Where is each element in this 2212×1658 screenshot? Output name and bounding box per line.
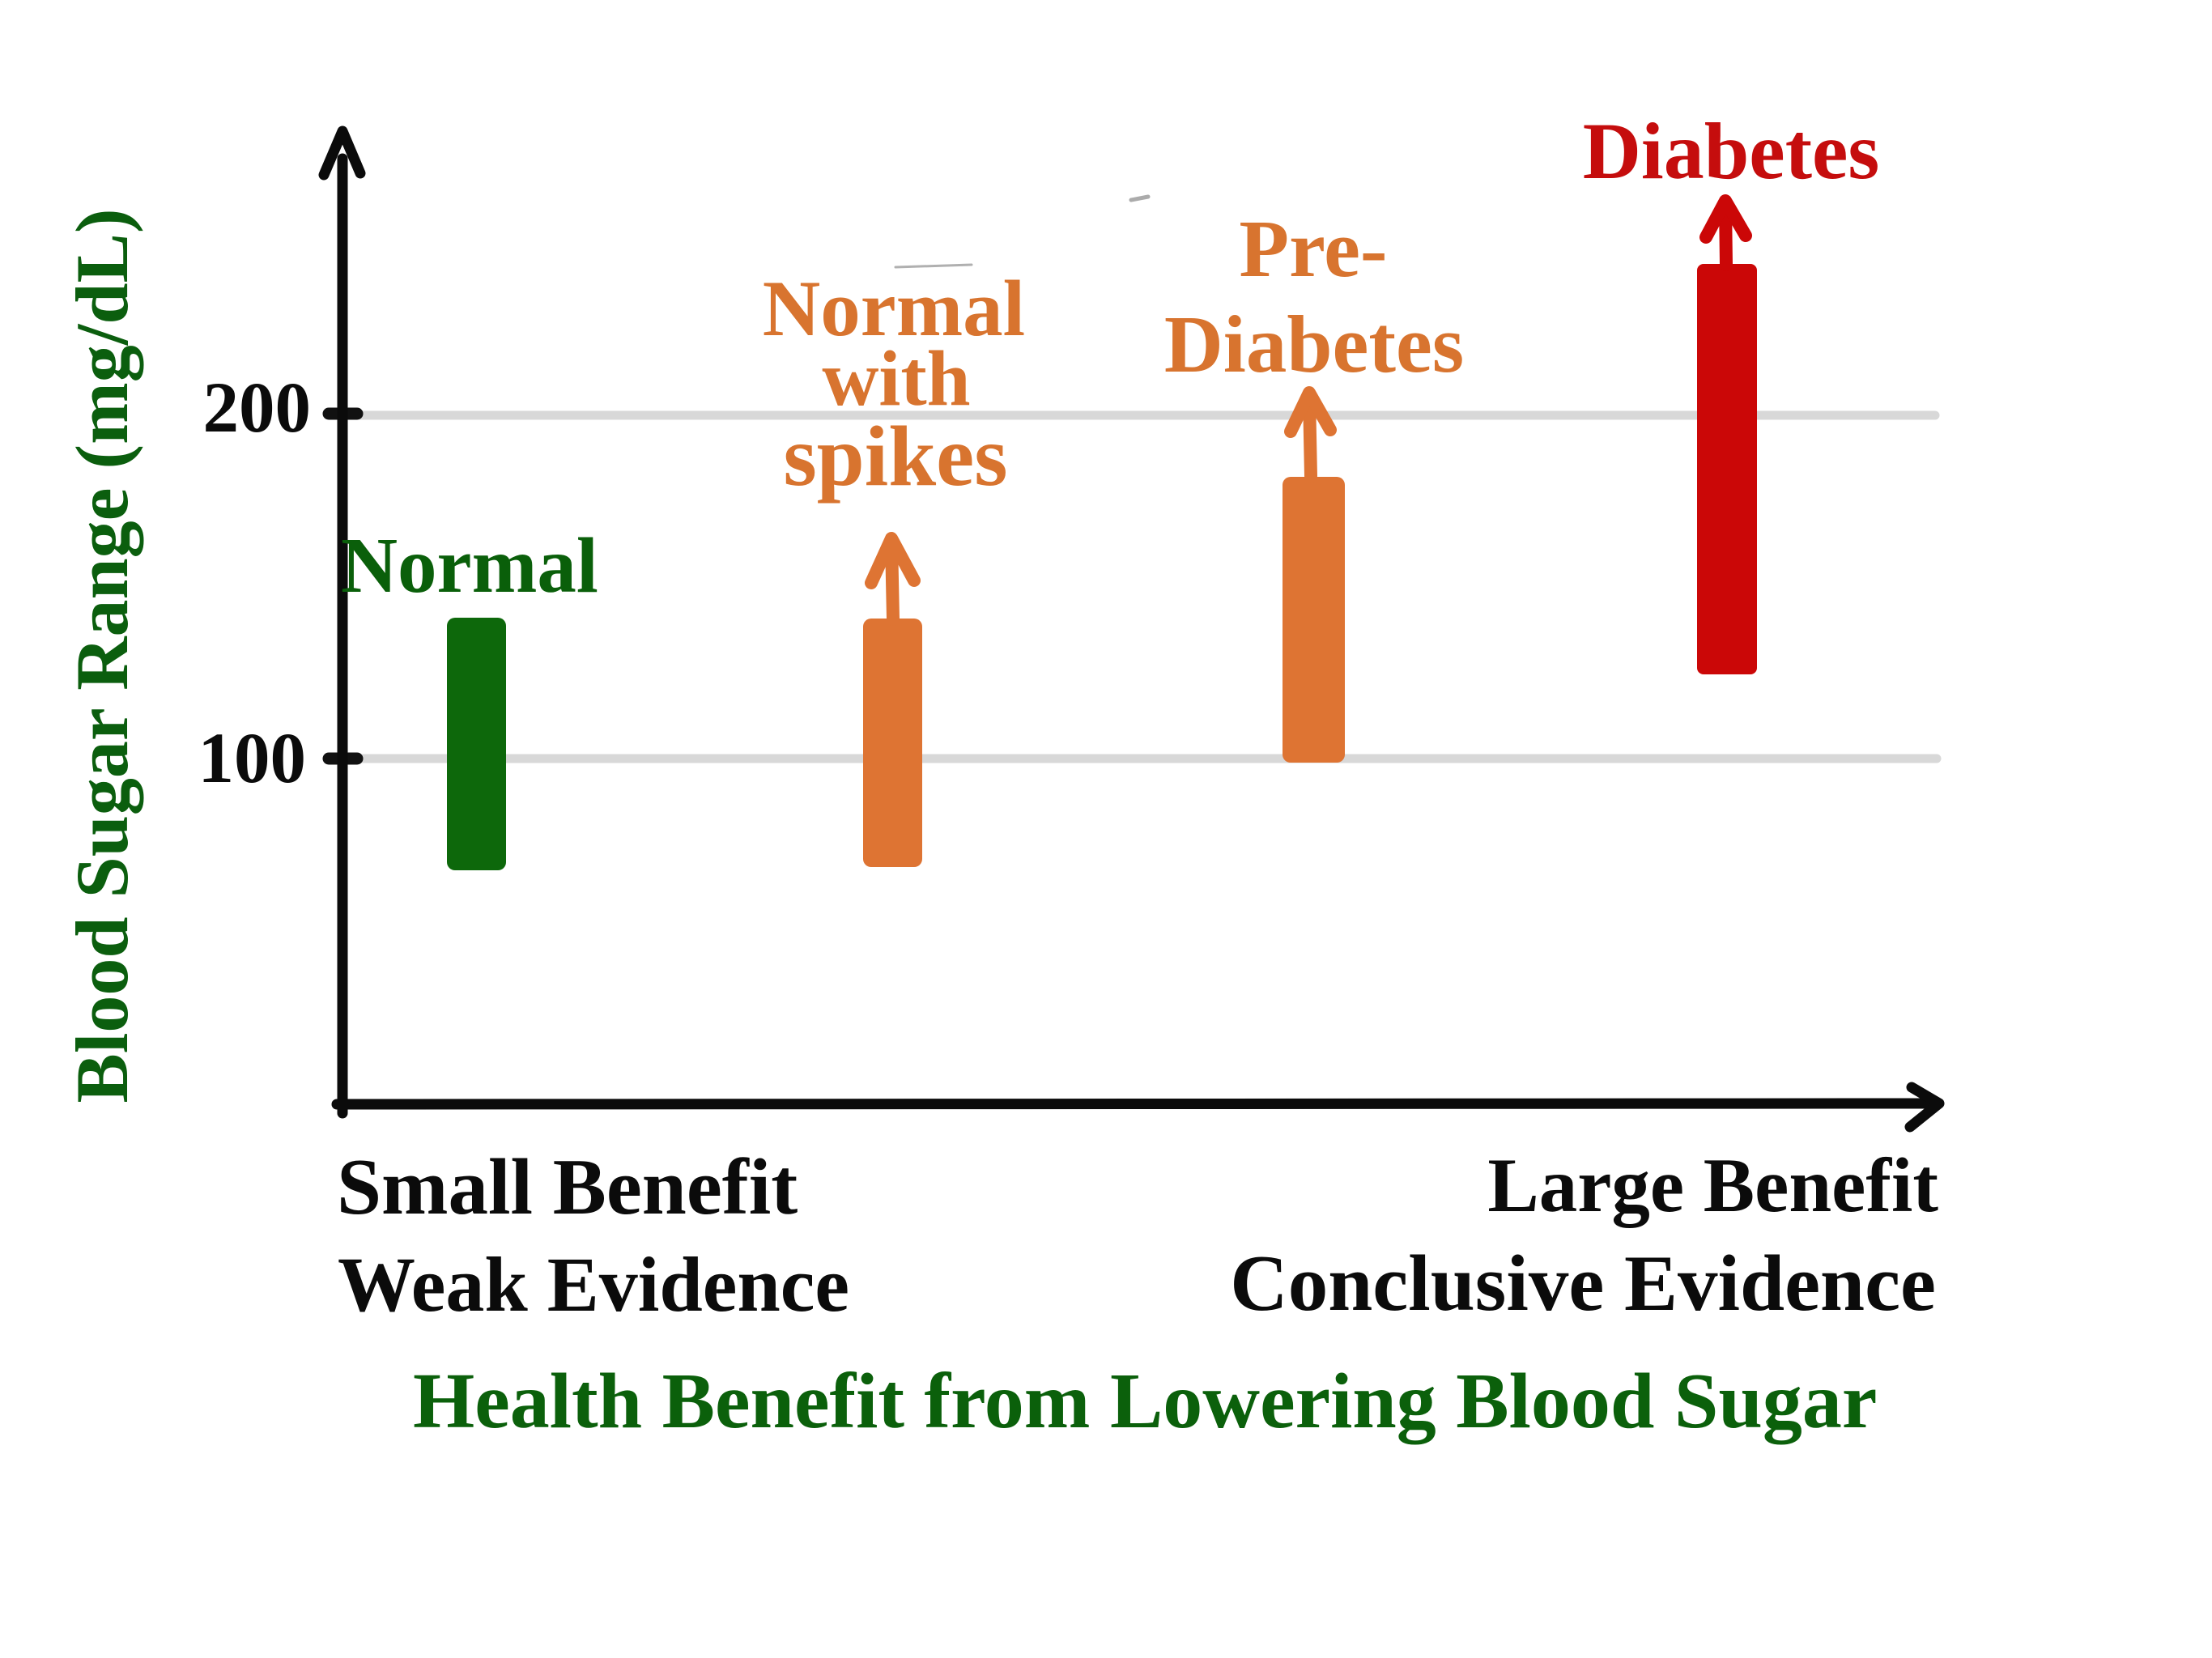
svg-text:Conclusive Evidence: Conclusive Evidence (1230, 1239, 1936, 1328)
svg-text:Weak Evidence: Weak Evidence (338, 1241, 849, 1328)
svg-text:Normal: Normal (763, 265, 1025, 353)
svg-text:200: 200 (203, 368, 312, 448)
svg-text:Diabetes: Diabetes (1583, 106, 1880, 196)
svg-text:Large Benefit: Large Benefit (1487, 1142, 1938, 1228)
svg-text:Blood Sugar Range (mg/dL): Blood Sugar Range (mg/dL) (61, 208, 143, 1103)
svg-text:spikes: spikes (784, 409, 1008, 504)
svg-text:Diabetes: Diabetes (1164, 299, 1464, 389)
svg-text:Health Benefit from Lowering B: Health Benefit from Lowering Blood Sugar (413, 1358, 1877, 1445)
svg-text:Small Benefit: Small Benefit (337, 1143, 798, 1231)
svg-text:100: 100 (198, 719, 307, 798)
svg-text:Normal: Normal (341, 522, 598, 609)
svg-text:Pre-: Pre- (1239, 203, 1387, 294)
svg-text:with: with (822, 335, 970, 422)
